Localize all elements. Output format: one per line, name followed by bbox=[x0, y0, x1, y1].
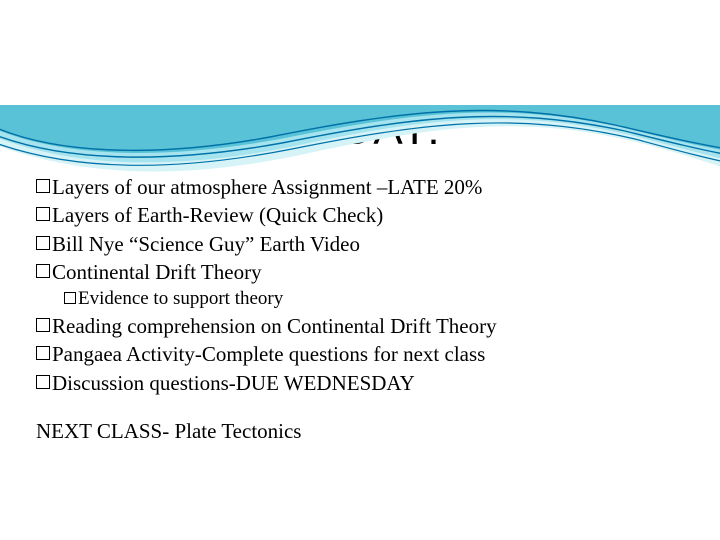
list-item-text: Pangaea Activity-Complete questions for … bbox=[52, 340, 485, 368]
list-item: Reading comprehension on Continental Dri… bbox=[36, 312, 684, 340]
checkbox-icon bbox=[36, 318, 50, 332]
list-item-text: Reading comprehension on Continental Dri… bbox=[52, 312, 497, 340]
list-item-text: Continental Drift Theory bbox=[52, 258, 262, 286]
list-item: Pangaea Activity-Complete questions for … bbox=[36, 340, 684, 368]
next-class-text: NEXT CLASS- Plate Tectonics bbox=[36, 419, 684, 444]
list-item: Discussion questions-DUE WEDNESDAY bbox=[36, 369, 684, 397]
sub-list-item-text: Evidence to support theory bbox=[78, 286, 283, 312]
checkbox-icon bbox=[36, 375, 50, 389]
checkbox-icon bbox=[64, 292, 76, 304]
list-item-text: Bill Nye “Science Guy” Earth Video bbox=[52, 230, 360, 258]
list-item: Continental Drift Theory bbox=[36, 258, 684, 286]
checkbox-icon bbox=[36, 346, 50, 360]
checkbox-icon bbox=[36, 264, 50, 278]
sub-list-item: Evidence to support theory bbox=[64, 286, 684, 312]
list-item-text: Discussion questions-DUE WEDNESDAY bbox=[52, 369, 415, 397]
wave-svg bbox=[0, 105, 720, 215]
header-wave-decoration bbox=[0, 105, 720, 215]
list-item: Bill Nye “Science Guy” Earth Video bbox=[36, 230, 684, 258]
checkbox-icon bbox=[36, 236, 50, 250]
